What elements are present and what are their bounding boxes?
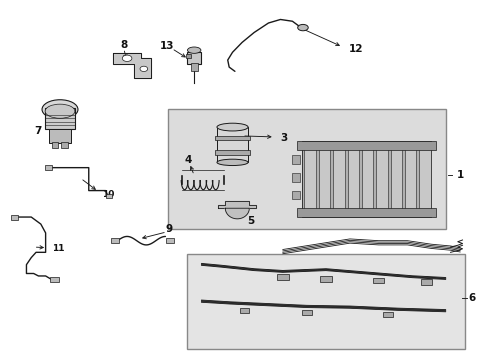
Text: 8: 8 bbox=[120, 40, 127, 50]
Text: 2: 2 bbox=[363, 171, 370, 181]
Text: 3: 3 bbox=[280, 133, 287, 143]
Bar bbox=[302, 141, 430, 217]
Bar bbox=[11, 215, 18, 220]
Bar bbox=[61, 142, 67, 148]
Bar bbox=[404, 143, 416, 215]
Bar bbox=[44, 165, 52, 170]
Bar bbox=[214, 136, 250, 140]
Ellipse shape bbox=[45, 104, 75, 118]
Bar bbox=[390, 143, 401, 215]
Bar bbox=[217, 127, 247, 162]
Bar bbox=[320, 276, 331, 282]
Text: 13: 13 bbox=[159, 41, 174, 51]
Bar bbox=[302, 310, 311, 315]
Ellipse shape bbox=[217, 159, 247, 166]
Text: 5: 5 bbox=[246, 216, 254, 226]
Bar bbox=[347, 143, 358, 215]
Bar bbox=[190, 63, 197, 71]
Bar bbox=[420, 279, 431, 285]
Bar bbox=[297, 208, 435, 217]
Bar bbox=[332, 143, 344, 215]
Bar bbox=[419, 143, 430, 215]
Text: 11: 11 bbox=[52, 244, 64, 253]
Text: 12: 12 bbox=[348, 44, 363, 54]
Bar bbox=[318, 143, 329, 215]
Bar bbox=[372, 278, 384, 283]
Ellipse shape bbox=[187, 47, 201, 53]
Ellipse shape bbox=[140, 66, 147, 72]
Bar bbox=[105, 194, 112, 198]
Polygon shape bbox=[225, 208, 249, 219]
Ellipse shape bbox=[42, 100, 78, 119]
Bar bbox=[277, 274, 288, 280]
Bar bbox=[167, 109, 445, 229]
Bar bbox=[292, 155, 299, 164]
Bar bbox=[111, 238, 119, 243]
Polygon shape bbox=[218, 201, 256, 208]
Bar bbox=[50, 277, 59, 282]
Bar bbox=[297, 141, 435, 150]
Text: 1: 1 bbox=[456, 170, 464, 180]
Bar bbox=[239, 308, 249, 313]
Bar bbox=[49, 129, 71, 143]
Bar bbox=[186, 254, 464, 349]
Bar bbox=[304, 143, 315, 215]
Text: 9: 9 bbox=[165, 224, 172, 234]
Text: 6: 6 bbox=[468, 293, 474, 303]
Bar bbox=[376, 143, 387, 215]
Bar bbox=[214, 150, 250, 154]
Ellipse shape bbox=[122, 55, 132, 62]
Polygon shape bbox=[112, 53, 151, 78]
Text: 7: 7 bbox=[34, 126, 41, 136]
Bar bbox=[165, 238, 173, 243]
Bar bbox=[292, 173, 299, 182]
Bar bbox=[44, 108, 75, 129]
Bar bbox=[292, 190, 299, 199]
Bar bbox=[186, 52, 201, 64]
Bar bbox=[185, 54, 191, 58]
Text: 10: 10 bbox=[102, 190, 114, 199]
Text: 4: 4 bbox=[184, 154, 191, 165]
Ellipse shape bbox=[217, 123, 247, 131]
Ellipse shape bbox=[297, 24, 307, 31]
Bar bbox=[383, 312, 392, 316]
Bar bbox=[52, 142, 58, 148]
Bar bbox=[361, 143, 372, 215]
